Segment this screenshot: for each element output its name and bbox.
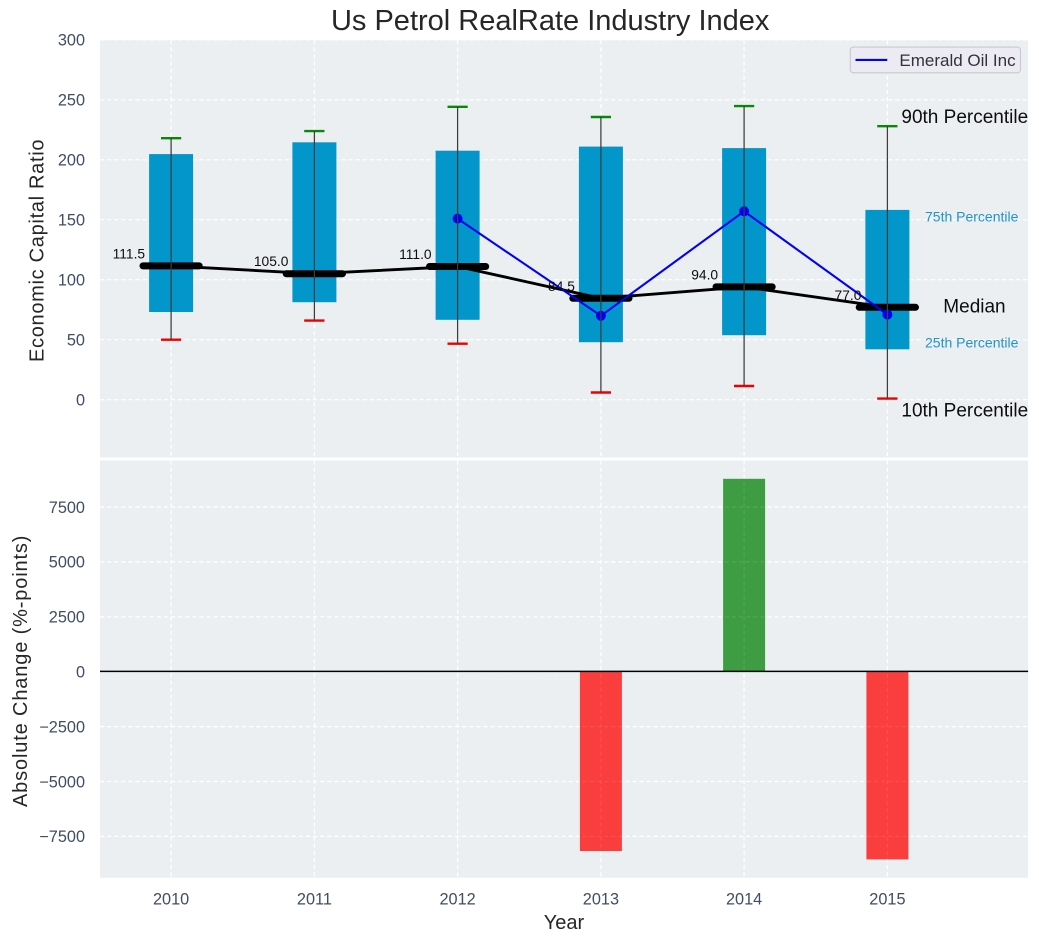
svg-text:150: 150 <box>58 212 85 230</box>
svg-text:90th Percentile: 90th Percentile <box>901 107 1028 128</box>
svg-text:75th Percentile: 75th Percentile <box>925 209 1019 225</box>
svg-text:−2500: −2500 <box>39 718 85 736</box>
svg-text:7500: 7500 <box>49 499 85 517</box>
svg-text:2013: 2013 <box>583 891 619 909</box>
svg-text:Emerald Oil Inc: Emerald Oil Inc <box>899 51 1016 70</box>
svg-text:0: 0 <box>76 392 85 410</box>
svg-text:250: 250 <box>58 92 85 110</box>
svg-text:300: 300 <box>58 32 85 50</box>
svg-text:50: 50 <box>67 332 85 350</box>
svg-text:0: 0 <box>76 664 85 682</box>
svg-text:2012: 2012 <box>439 891 475 909</box>
svg-text:10th Percentile: 10th Percentile <box>901 400 1028 421</box>
svg-text:Median: Median <box>943 297 1005 318</box>
svg-text:111.5: 111.5 <box>113 246 146 261</box>
svg-text:Absolute Change (%-points): Absolute Change (%-points) <box>10 535 32 807</box>
svg-text:−7500: −7500 <box>39 828 85 846</box>
svg-text:2010: 2010 <box>153 891 189 909</box>
svg-text:2500: 2500 <box>49 609 85 627</box>
svg-text:77.0: 77.0 <box>835 288 862 303</box>
svg-text:Year: Year <box>544 912 585 934</box>
svg-text:Economic Capital Ratio: Economic Capital Ratio <box>27 139 49 362</box>
svg-text:2014: 2014 <box>726 891 762 909</box>
svg-text:100: 100 <box>58 272 85 290</box>
svg-text:25th Percentile: 25th Percentile <box>925 334 1019 350</box>
svg-text:200: 200 <box>58 152 85 170</box>
svg-text:2015: 2015 <box>869 891 905 909</box>
svg-text:−5000: −5000 <box>39 773 85 791</box>
svg-text:2011: 2011 <box>297 891 332 909</box>
svg-text:111.0: 111.0 <box>399 247 432 262</box>
svg-text:94.0: 94.0 <box>691 267 718 282</box>
svg-text:84.5: 84.5 <box>548 279 575 294</box>
svg-text:5000: 5000 <box>49 554 85 572</box>
svg-text:Us Petrol RealRate Industry In: Us Petrol RealRate Industry Index <box>331 5 770 37</box>
svg-text:105.0: 105.0 <box>254 254 289 269</box>
